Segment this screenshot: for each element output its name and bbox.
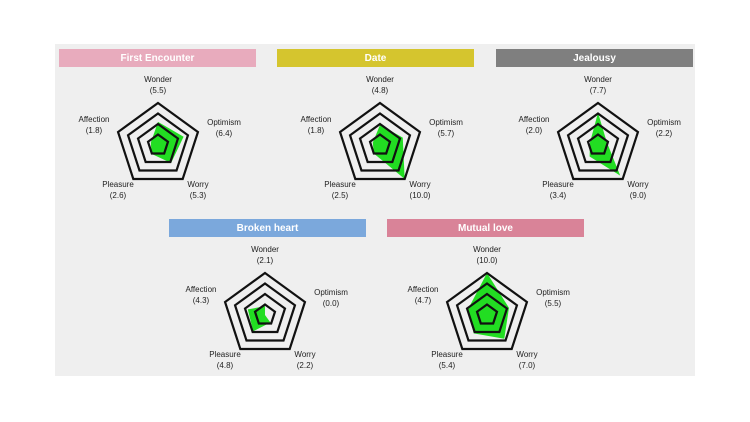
- value-label: (5.3): [190, 191, 207, 200]
- axis-label: Wonder: [584, 75, 612, 84]
- axis-label: Worry: [516, 350, 537, 359]
- chart-title: Jealousy: [573, 53, 616, 64]
- axis-label: Pleasure: [209, 350, 241, 359]
- axis-label: Optimism: [314, 288, 348, 297]
- value-label: (10.0): [477, 256, 498, 265]
- axis-label: Pleasure: [542, 180, 574, 189]
- value-label: (7.7): [590, 86, 607, 95]
- chart-title: Mutual love: [458, 223, 513, 234]
- chart-title: Date: [365, 53, 387, 64]
- value-label: (2.2): [656, 129, 673, 138]
- chart-title: Broken heart: [237, 223, 299, 234]
- grid-ring: [136, 122, 180, 164]
- title-bar: [387, 219, 584, 237]
- value-label: (1.8): [308, 126, 325, 135]
- grid-ring: [126, 112, 190, 172]
- chart-title: First Encounter: [121, 53, 195, 64]
- title-bar: [59, 49, 256, 67]
- axis-label: Affection: [519, 115, 550, 124]
- value-label: (1.8): [86, 126, 103, 135]
- value-label: (10.0): [410, 191, 431, 200]
- grid-ring: [146, 133, 170, 155]
- value-label: (5.5): [150, 86, 167, 95]
- grid-ring: [465, 292, 509, 334]
- axis-label: Affection: [408, 285, 439, 294]
- title-bar: [496, 49, 693, 67]
- value-label: (4.7): [415, 296, 432, 305]
- value-label: (2.1): [257, 256, 274, 265]
- value-label: (4.3): [193, 296, 210, 305]
- axis-label: Worry: [187, 180, 208, 189]
- grid-ring: [338, 101, 422, 181]
- axis-label: Affection: [186, 285, 217, 294]
- value-label: (2.6): [110, 191, 127, 200]
- grid-ring: [358, 122, 402, 164]
- axis-label: Optimism: [207, 118, 241, 127]
- radar-area: [372, 124, 405, 179]
- axis-label: Wonder: [251, 245, 279, 254]
- grid-ring: [348, 112, 412, 172]
- grid-ring: [475, 303, 499, 325]
- axis-label: Wonder: [144, 75, 172, 84]
- axis-label: Pleasure: [431, 350, 463, 359]
- title-bar: [277, 49, 474, 67]
- axis-label: Wonder: [366, 75, 394, 84]
- value-label: (2.2): [297, 361, 314, 370]
- grid-ring: [243, 292, 287, 334]
- grid-ring: [576, 122, 620, 164]
- value-label: (0.0): [323, 299, 340, 308]
- axis-label: Affection: [79, 115, 110, 124]
- value-label: (9.0): [630, 191, 647, 200]
- axis-label: Affection: [301, 115, 332, 124]
- axis-label: Pleasure: [324, 180, 356, 189]
- radar-area: [589, 112, 621, 176]
- value-label: (2.5): [332, 191, 349, 200]
- axis-label: Worry: [409, 180, 430, 189]
- axis-label: Worry: [294, 350, 315, 359]
- axis-label: Optimism: [536, 288, 570, 297]
- grid-ring: [368, 133, 392, 155]
- grid-ring: [556, 101, 640, 181]
- axis-label: Optimism: [647, 118, 681, 127]
- axis-label: Optimism: [429, 118, 463, 127]
- value-label: (7.0): [519, 361, 536, 370]
- value-label: (2.0): [526, 126, 543, 135]
- grid-ring: [586, 133, 610, 155]
- grid-ring: [253, 303, 277, 325]
- value-label: (4.8): [217, 361, 234, 370]
- title-bar: [169, 219, 366, 237]
- axis-label: Wonder: [473, 245, 501, 254]
- value-label: (6.4): [216, 129, 233, 138]
- value-label: (3.4): [550, 191, 567, 200]
- radar-area: [247, 306, 271, 332]
- panel-background: [55, 44, 695, 376]
- value-label: (5.7): [438, 129, 455, 138]
- grid-ring: [566, 112, 630, 172]
- grid-ring: [233, 282, 297, 342]
- value-label: (4.8): [372, 86, 389, 95]
- grid-ring: [455, 282, 519, 342]
- axis-label: Worry: [627, 180, 648, 189]
- value-label: (5.5): [545, 299, 562, 308]
- grid-ring: [116, 101, 200, 181]
- axis-label: Pleasure: [102, 180, 134, 189]
- value-label: (5.4): [439, 361, 456, 370]
- grid-ring: [223, 271, 307, 351]
- grid-ring: [445, 271, 529, 351]
